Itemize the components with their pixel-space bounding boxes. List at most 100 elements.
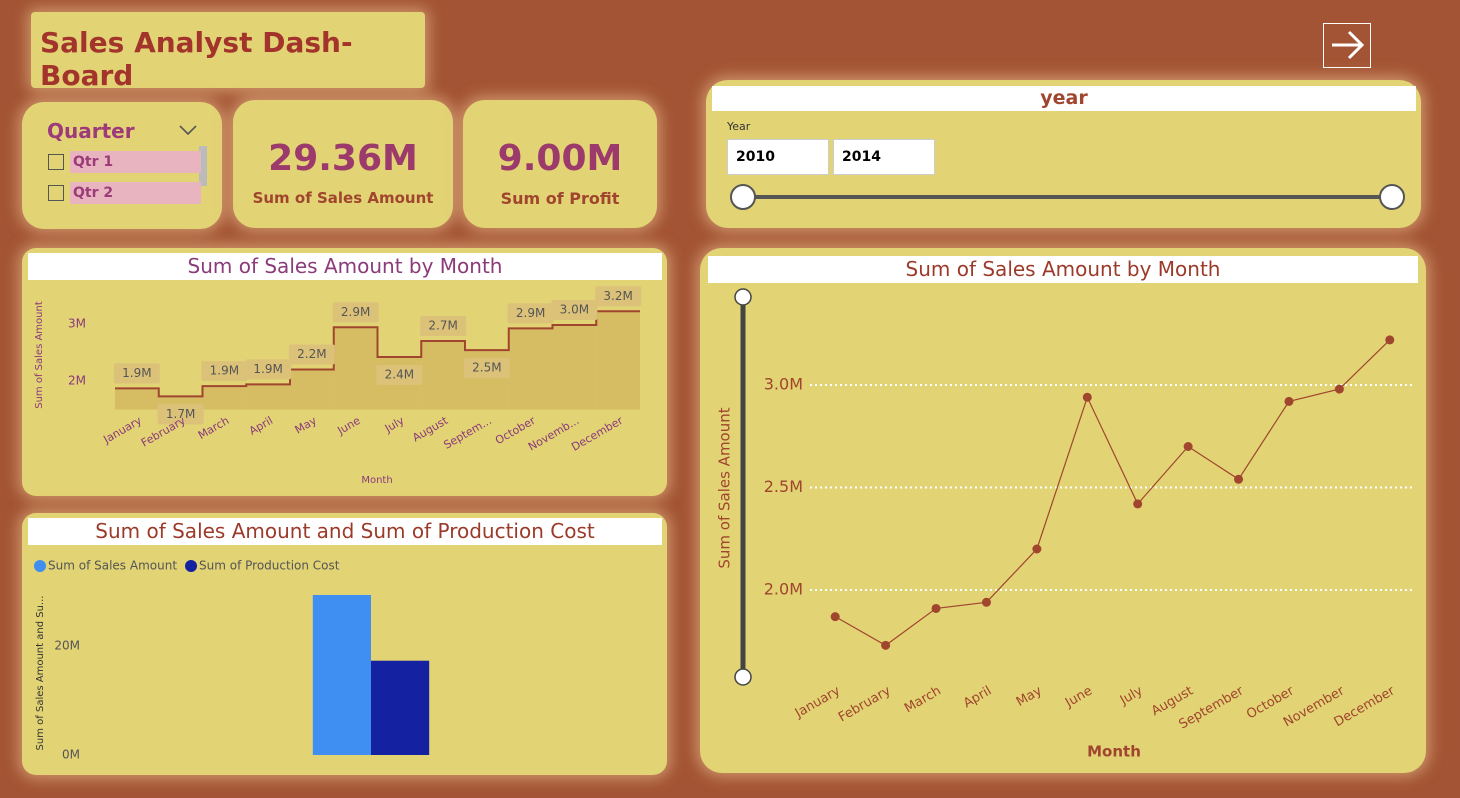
x-tick-label: July xyxy=(382,414,407,436)
arrow xyxy=(1332,30,1365,60)
slicer-icons xyxy=(179,125,207,186)
data-label-bg xyxy=(507,303,554,324)
data-label-bg xyxy=(376,364,423,385)
area-segment xyxy=(202,386,247,410)
legend-label: Sum of Production Cost xyxy=(199,559,340,573)
y-tick-label: 3.0M xyxy=(764,375,803,394)
y-tick-label: 2.0M xyxy=(764,580,803,599)
data-label-bg xyxy=(551,299,598,320)
point xyxy=(1385,335,1395,345)
x-tick-label: May xyxy=(1014,683,1045,710)
legend-swatch xyxy=(34,560,46,572)
y-axis-title: Sum of Sales Amount xyxy=(34,301,45,409)
kpi-card: 29.36M Sum of Sales Amount xyxy=(233,100,453,228)
start-input[interactable]: 2010 xyxy=(727,139,829,175)
y-axis-title: Sum of Sales Amount xyxy=(716,407,734,568)
data-label: 1.9M xyxy=(253,362,282,376)
zoom-slider-handle xyxy=(734,288,752,306)
slider-handle[interactable] xyxy=(730,184,756,210)
area-segment xyxy=(552,324,597,410)
header-panel: Sales Analyst Dash- Board xyxy=(31,12,425,92)
kpi-card: 9.00M Sum of Profit xyxy=(463,100,657,228)
area-segment xyxy=(115,388,159,410)
zoom-slider-handle xyxy=(734,668,752,686)
x-tick-label: May xyxy=(293,414,320,437)
chevron[interactable] xyxy=(179,125,197,136)
end-input[interactable]: 2014 xyxy=(833,139,935,175)
y-tick-label: 20M xyxy=(54,639,80,653)
data-label: 2.9M xyxy=(341,305,370,319)
point xyxy=(981,597,991,607)
data-label: 3.0M xyxy=(560,302,589,316)
data-label-bg xyxy=(113,363,160,384)
slicer-item[interactable]: Qtr 2 xyxy=(70,182,201,204)
area-segment xyxy=(246,384,290,410)
point xyxy=(931,603,941,613)
chart-panel: 2M 3M 1.9M 1.7M 1.9M 1.9M 2.2M 2.9M 2.4M 2.7M 2.5M… xyxy=(22,248,667,496)
chart-title: Sum of Sales Amount by Month xyxy=(28,253,662,280)
chart-panel: 2.0M 2.5M 3.0M January February March April May… xyxy=(700,248,1426,773)
chart: 0M 20M Sum of Sales Amount Sum of Productio… xyxy=(34,559,430,762)
quarter-slicer: Quarter Qtr 1 Qtr 2 xyxy=(22,102,222,229)
scrollbar[interactable] xyxy=(199,146,207,186)
point xyxy=(1183,442,1193,451)
data-label-bg xyxy=(332,302,379,323)
x-tick-label: June xyxy=(1062,684,1095,712)
dashboard-title: Sales Analyst Dash- Board xyxy=(40,26,353,92)
x-tick-label: Septem... xyxy=(441,414,493,452)
line xyxy=(834,339,1391,647)
data-label: 2.5M xyxy=(472,361,501,375)
point xyxy=(881,640,891,650)
slicer-item[interactable]: Qtr 1 xyxy=(70,151,201,173)
range-slider xyxy=(730,184,1405,210)
slicer-label: Year xyxy=(727,120,751,133)
x-tick-label: March xyxy=(902,684,944,717)
x-tick-label: January xyxy=(792,683,843,721)
x-tick-label: April xyxy=(247,414,275,438)
data-label: 2.2M xyxy=(297,347,326,361)
area-segment xyxy=(596,311,640,410)
bar xyxy=(371,660,430,755)
year-slicer: year Year 2010 2014 xyxy=(706,80,1421,228)
x-axis-title: Month xyxy=(1087,743,1141,761)
kpi-value: 29.36M xyxy=(268,138,418,179)
step-line xyxy=(115,310,640,398)
data-label-bg xyxy=(288,344,335,365)
slider-handle[interactable] xyxy=(1379,184,1405,210)
bar xyxy=(312,594,371,755)
y-tick-label: 2.5M xyxy=(764,477,803,496)
y-tick-label: 0M xyxy=(62,748,80,762)
data-label: 2.9M xyxy=(516,306,545,320)
y-tick-label: 3M xyxy=(68,316,86,330)
chart-title: Sum of Sales Amount and Sum of Productio… xyxy=(28,518,662,545)
x-tick-label: July xyxy=(1117,683,1146,708)
data-label-bg xyxy=(463,358,510,379)
data-label: 1.9M xyxy=(210,364,239,378)
data-label: 1.7M xyxy=(166,407,195,421)
area-segment xyxy=(333,327,378,410)
slicer-title: year xyxy=(712,86,1416,111)
x-axis-title: Month xyxy=(361,475,392,486)
data-label-bg xyxy=(595,286,642,307)
area-segment xyxy=(290,369,334,410)
chart-title: Sum of Sales Amount by Month xyxy=(708,256,1418,283)
data-label-bg xyxy=(201,361,248,382)
chart-panel: 0M 20M Sum of Sales Amount Sum of Productio… xyxy=(22,513,667,775)
data-label: 3.2M xyxy=(603,289,632,303)
navigate-button[interactable] xyxy=(1323,23,1371,68)
legend-label: Sum of Sales Amount xyxy=(48,559,177,573)
data-label-bg xyxy=(420,315,467,336)
x-tick-label: June xyxy=(335,414,363,438)
point xyxy=(1284,396,1294,406)
checkbox[interactable] xyxy=(48,185,64,201)
point xyxy=(1234,474,1244,484)
y-tick-label: 2M xyxy=(68,373,86,387)
x-tick-label: January xyxy=(100,414,144,447)
area-segment xyxy=(508,328,553,410)
kpi-label: Sum of Profit xyxy=(500,189,620,208)
slicer-title: Quarter xyxy=(47,119,135,143)
point xyxy=(1032,544,1042,554)
checkbox[interactable] xyxy=(48,154,64,170)
